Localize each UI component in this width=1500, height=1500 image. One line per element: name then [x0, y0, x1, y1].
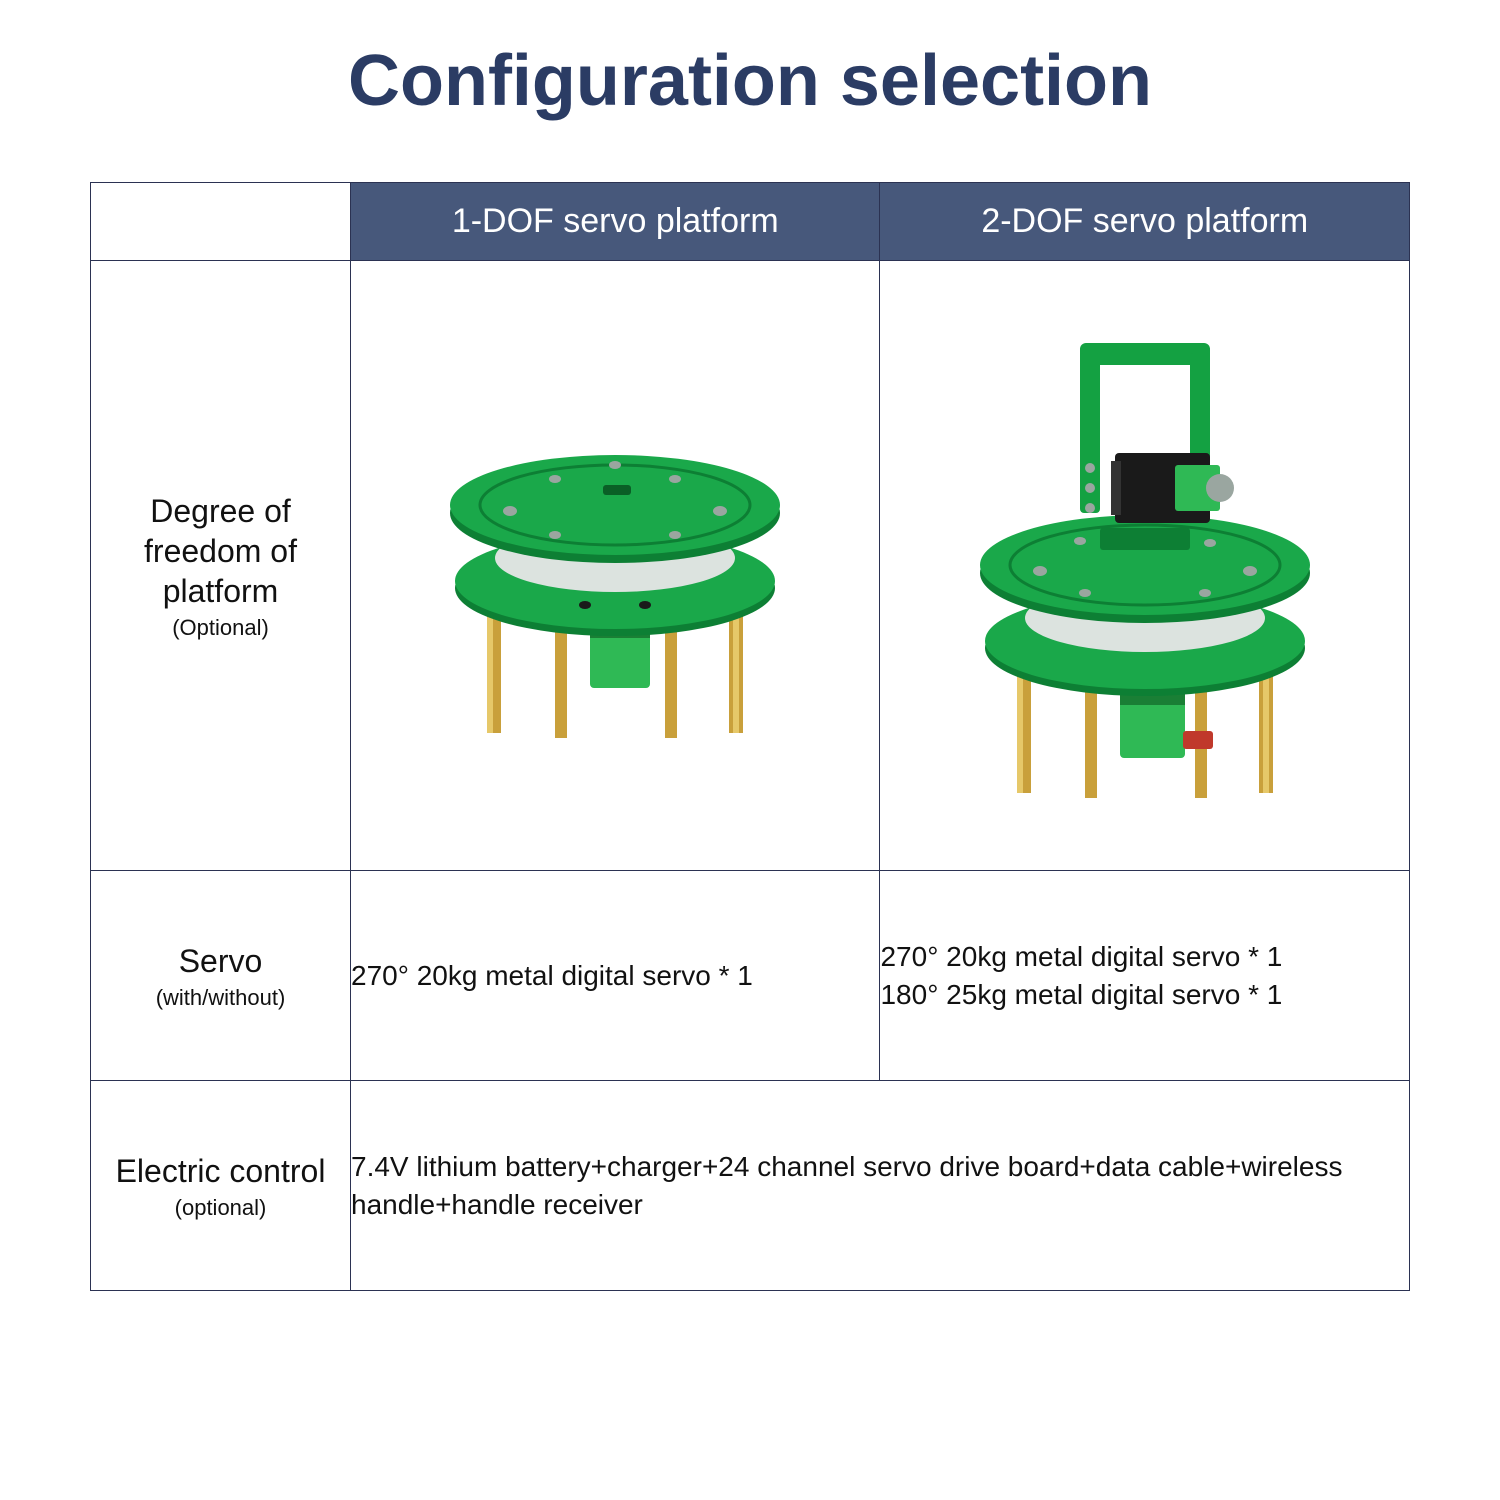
cell-servo-2dof: 270° 20kg metal digital servo * 1 180° 2… [880, 871, 1410, 1081]
cell-1dof-image [351, 261, 880, 871]
configuration-table: 1-DOF servo platform 2-DOF servo platfor… [90, 182, 1410, 1291]
rowlabel-ec-sub: (optional) [91, 1195, 350, 1221]
rowlabel-dof-sub: (Optional) [91, 615, 350, 641]
product-1dof-icon [395, 353, 835, 778]
header-empty-cell [91, 183, 351, 261]
header-col2: 2-DOF servo platform [880, 183, 1410, 261]
servo-2dof-line1: 270° 20kg metal digital servo * 1 [880, 938, 1409, 976]
rowlabel-servo-sub: (with/without) [91, 985, 350, 1011]
row-electric-control: Electric control (optional) 7.4V lithium… [91, 1081, 1410, 1291]
rowlabel-servo: Servo (with/without) [91, 871, 351, 1081]
row-dof: Degree of freedom of platform (Optional) [91, 261, 1410, 871]
rowlabel-servo-main: Servo [91, 941, 350, 981]
rowlabel-ec: Electric control (optional) [91, 1081, 351, 1291]
rowlabel-dof: Degree of freedom of platform (Optional) [91, 261, 351, 871]
header-col1: 1-DOF servo platform [351, 183, 880, 261]
cell-servo-1dof: 270° 20kg metal digital servo * 1 [351, 871, 880, 1081]
product-2dof-icon [925, 293, 1365, 838]
row-servo: Servo (with/without) 270° 20kg metal dig… [91, 871, 1410, 1081]
servo-2dof-line2: 180° 25kg metal digital servo * 1 [880, 976, 1409, 1014]
rowlabel-dof-main: Degree of freedom of platform [91, 491, 350, 611]
cell-2dof-image [880, 261, 1410, 871]
table-header-row: 1-DOF servo platform 2-DOF servo platfor… [91, 183, 1410, 261]
cell-ec-merged: 7.4V lithium battery+charger+24 channel … [351, 1081, 1410, 1291]
rowlabel-ec-main: Electric control [91, 1151, 350, 1191]
page-title: Configuration selection [348, 40, 1152, 122]
